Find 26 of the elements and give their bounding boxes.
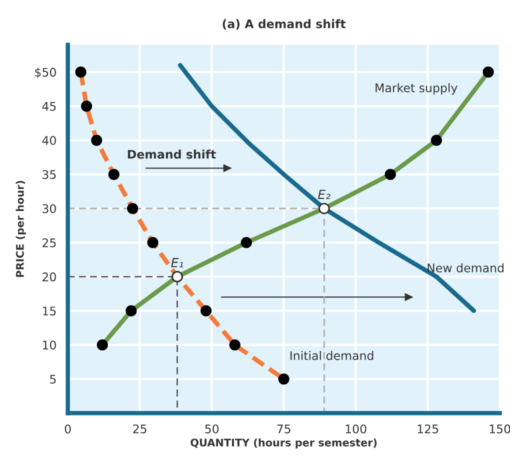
y-axis-title: PRICE (per hour): [16, 180, 26, 277]
y-tick-label: $50: [35, 68, 56, 78]
y-tick-label: 15: [42, 306, 56, 316]
x-tick-label: 25: [133, 424, 146, 434]
y-tick-label: 5: [50, 374, 56, 384]
x-axis-title: QUANTITY (hours per semester): [190, 438, 377, 449]
chart-title: (a) A demand shift: [222, 19, 346, 30]
y-tick-label: 35: [42, 170, 56, 180]
x-tick-label: 100: [346, 424, 366, 434]
y-tick-label: 45: [42, 102, 56, 111]
y-tick-label: 20: [42, 272, 56, 282]
y-tick-label: 30: [42, 204, 56, 214]
y-tick-label: 40: [42, 136, 56, 145]
annotation: Demand shift: [128, 150, 216, 159]
annotation: E₂: [318, 190, 330, 199]
x-tick-label: 0: [64, 424, 71, 434]
series-label: Initial demand: [290, 350, 374, 360]
x-tick-label: 50: [205, 424, 219, 434]
y-tick-label: 25: [42, 238, 56, 248]
x-tick-label: 150: [490, 424, 510, 434]
x-tick-label: 125: [418, 424, 438, 434]
y-tick-label: 10: [42, 340, 56, 350]
annotation: E₁: [171, 258, 184, 268]
series-label: Market supply: [376, 83, 458, 95]
series-label: New demand: [428, 263, 504, 272]
x-tick-label: 75: [277, 424, 290, 434]
